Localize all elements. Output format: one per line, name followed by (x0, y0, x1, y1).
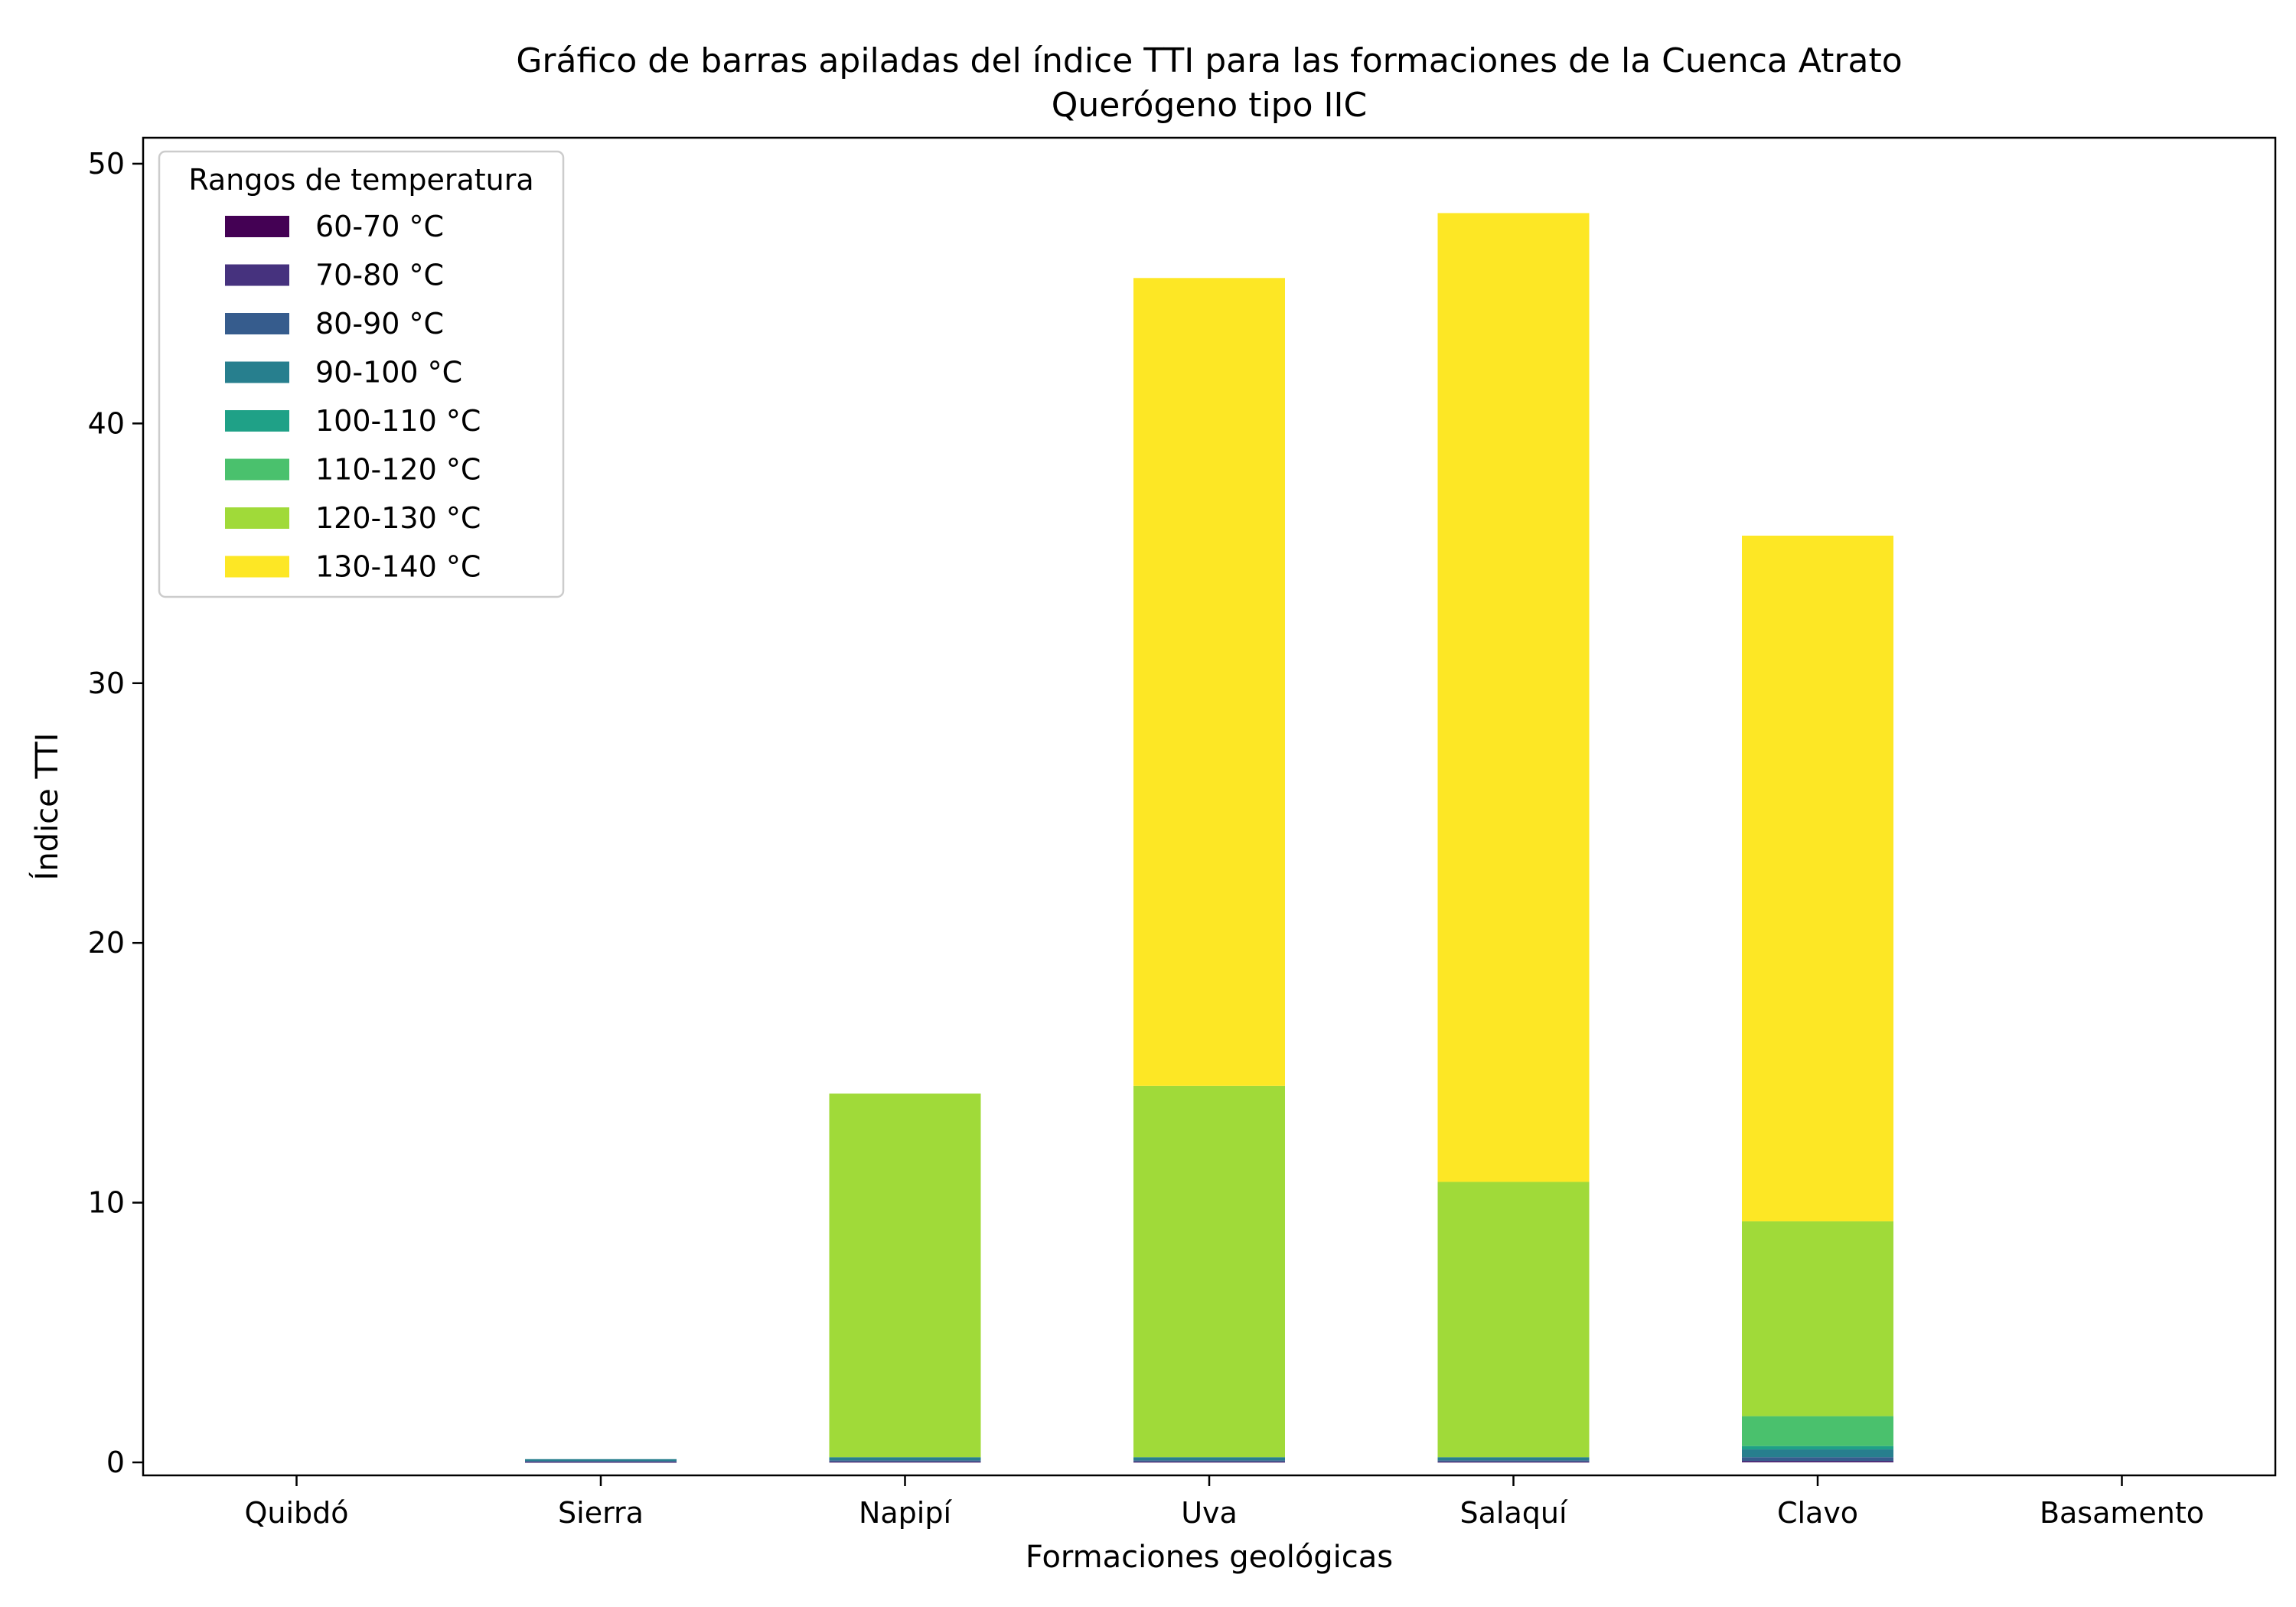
y-tick-label: 20 (88, 926, 125, 960)
legend-frame (158, 150, 565, 598)
bar-segment (1742, 1221, 1893, 1416)
bar-segment (1742, 1449, 1893, 1458)
x-tick-label: Clavo (1777, 1496, 1858, 1530)
x-tick-label: Basamento (2040, 1496, 2204, 1530)
bar-segment (525, 1462, 677, 1463)
y-tick-label: 10 (88, 1186, 125, 1220)
y-axis-label: Índice TTI (28, 733, 65, 881)
y-tick-label: 40 (88, 406, 125, 440)
legend-swatch (225, 264, 289, 286)
legend-swatch (225, 410, 289, 432)
legend-label: 110-120 °C (315, 453, 481, 487)
legend-label: 90-100 °C (315, 356, 462, 390)
legend-label: 130-140 °C (315, 550, 481, 584)
bar-segment (1133, 1085, 1285, 1458)
bar-segment (1437, 1457, 1590, 1461)
chart-title: Gráfico de barras apiladas del índice TT… (516, 41, 1902, 80)
bar-segment (1133, 1462, 1285, 1463)
bar-segment (829, 1457, 981, 1461)
bar-segment (829, 1462, 981, 1463)
legend-swatch (225, 458, 289, 481)
y-tick-label: 30 (88, 667, 125, 700)
legend-swatch (225, 507, 289, 529)
bar-segment (1437, 1462, 1590, 1463)
bar-segment (1133, 1460, 1285, 1462)
y-axis: 0 10 20 30 40 50 (88, 147, 143, 1479)
legend-label: 100-110 °C (315, 404, 481, 438)
x-axis-label: Formaciones geológicas (1026, 1540, 1393, 1575)
bar-segment (1742, 1457, 1893, 1461)
legend-swatch (225, 361, 289, 383)
legend-label: 60-70 °C (315, 210, 444, 243)
legend-swatch (225, 556, 289, 578)
x-axis: Quibdó Sierra Napipí Uva Salaquí Clavo Basamen… (244, 1475, 2204, 1530)
bar-segment (829, 1460, 981, 1462)
bar-segment (525, 1461, 677, 1462)
legend-label: 120-130 °C (315, 501, 481, 535)
bar-segment (1742, 1416, 1893, 1446)
chart-subtitle: Querógeno tipo IIC (1052, 86, 1367, 125)
bar-segment (1133, 278, 1285, 1086)
bar-segment (1437, 1182, 1590, 1458)
bar-segment (525, 1462, 677, 1463)
bar-segment (1133, 1457, 1285, 1461)
y-tick-label: 0 (106, 1446, 125, 1479)
legend-label: 70-80 °C (315, 259, 444, 292)
legend-label: 80-90 °C (315, 307, 444, 341)
legend-swatch (225, 216, 289, 237)
legend-title: Rangos de temperatura (188, 163, 533, 197)
bar-segment (1437, 1460, 1590, 1462)
x-tick-label: Napipí (859, 1496, 953, 1530)
bar-segment (1742, 535, 1893, 1222)
x-tick-label: Salaquí (1459, 1496, 1567, 1530)
legend-swatch (225, 313, 289, 334)
bar-segment (1437, 213, 1590, 1182)
bar-segment (1742, 1460, 1893, 1462)
bar-segment (525, 1459, 677, 1462)
x-tick-label: Uva (1181, 1496, 1238, 1530)
x-tick-label: Quibdó (244, 1496, 348, 1530)
x-tick-label: Sierra (558, 1496, 644, 1530)
y-tick-label: 50 (88, 147, 125, 181)
legend: Rangos de temperatura 60-70 °C 70-80 °C 80… (158, 150, 565, 598)
bar-segment (1742, 1446, 1893, 1450)
bar-segment (829, 1094, 981, 1458)
bar-segments (525, 213, 1893, 1463)
